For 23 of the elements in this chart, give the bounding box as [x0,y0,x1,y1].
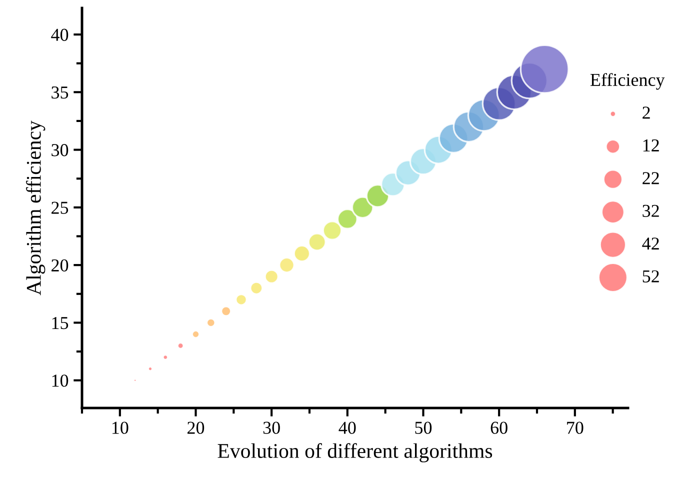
x-tick-label: 50 [415,422,432,434]
legend-label: 52 [642,270,659,282]
legend-label: 42 [642,238,659,250]
x-tick-label: 30 [263,422,280,434]
y-tick-label: 40 [51,28,68,41]
x-tick-label: 70 [567,422,584,434]
legend-label: 12 [643,139,659,152]
x-tick-label: 20 [188,422,204,434]
x-tick-label: 40 [338,422,356,434]
y-tick-label: 35 [52,86,68,99]
legend-label: 2 [642,106,650,119]
legend-label: 32 [642,204,659,217]
x-axis-title: Evolution of different algorithms [218,443,492,462]
y-tick-label: 10 [52,374,68,387]
y-tick-label: 30 [52,144,68,156]
y-tick-label: 25 [52,202,68,214]
x-tick-label: 10 [112,422,128,434]
y-axis-title: Algorithm efficiency [26,120,46,296]
legend-title: Efficiency [590,73,665,90]
x-tick-label: 60 [490,422,508,434]
y-tick-label: 20 [52,259,68,272]
legend-label: 22 [642,172,659,184]
y-tick-label: 15 [52,317,68,330]
